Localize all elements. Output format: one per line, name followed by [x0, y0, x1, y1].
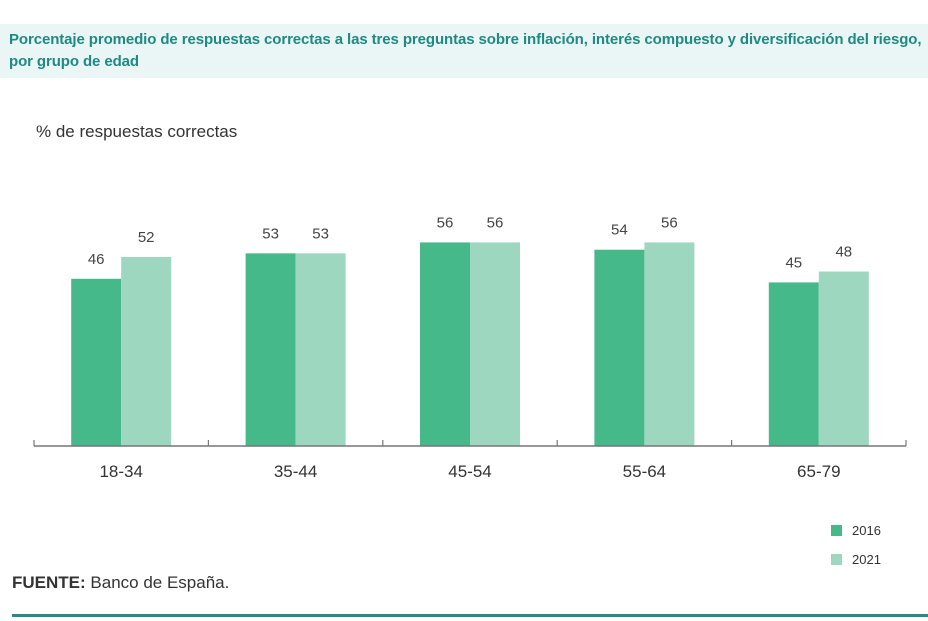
bar-2016-45-54	[420, 242, 470, 446]
bar-2021-45-54	[470, 242, 520, 446]
bar-2016-65-79	[768, 282, 819, 446]
x-tick-label-65-79: 65-79	[797, 462, 840, 481]
data-label-2016-18-34: 46	[88, 251, 105, 268]
legend-item-2016: 2016	[831, 523, 881, 538]
x-tick-label-45-54: 45-54	[448, 462, 491, 481]
bar-2016-35-44	[245, 253, 296, 446]
source-note: FUENTE: Banco de España.	[12, 573, 229, 593]
legend-swatch-2016	[831, 525, 842, 536]
data-label-2021-45-54: 56	[487, 214, 504, 231]
data-label-2021-55-64: 56	[661, 214, 678, 231]
x-tick-label-35-44: 35-44	[274, 462, 317, 481]
bar-2016-18-34	[71, 278, 122, 446]
bar-2016-55-64	[594, 249, 645, 446]
legend-swatch-2021	[831, 554, 842, 565]
data-label-2021-35-44: 53	[312, 225, 329, 242]
bar-2021-65-79	[818, 271, 869, 446]
data-label-2016-35-44: 53	[262, 225, 279, 242]
legend-label-2016: 2016	[852, 523, 881, 538]
legend-label-2021: 2021	[852, 552, 881, 567]
data-label-2021-18-34: 52	[138, 229, 155, 246]
source-label: FUENTE:	[12, 573, 86, 592]
data-label-2016-45-54: 56	[437, 214, 454, 231]
bar-2021-55-64	[644, 242, 695, 446]
chart-title: Porcentaje promedio de respuestas correc…	[9, 31, 922, 70]
title-band: Porcentaje promedio de respuestas correc…	[0, 24, 928, 78]
data-label-2016-65-79: 45	[785, 254, 802, 271]
bar-2021-35-44	[295, 253, 346, 446]
bar-2021-18-34	[121, 256, 172, 446]
legend-item-2021: 2021	[831, 552, 881, 567]
x-tick-label-55-64: 55-64	[623, 462, 666, 481]
y-axis-label: % de respuestas correctas	[36, 122, 238, 141]
data-label-2021-65-79: 48	[835, 244, 852, 261]
source-text: Banco de España.	[85, 573, 230, 592]
data-label-2016-55-64: 54	[611, 222, 628, 239]
x-tick-label-18-34: 18-34	[99, 462, 142, 481]
bottom-rule	[12, 614, 928, 617]
